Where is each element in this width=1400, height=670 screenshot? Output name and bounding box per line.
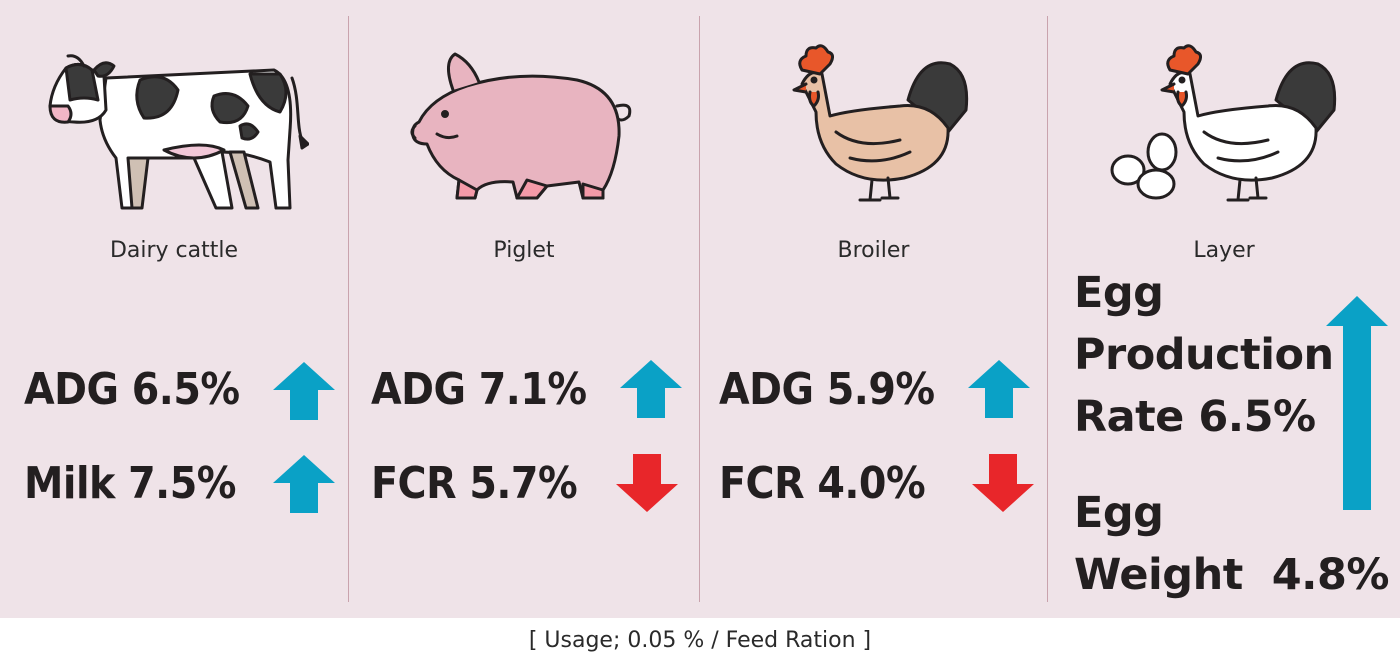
tall-up-arrow-icon xyxy=(1326,296,1388,514)
column-piglet: Piglet ADG 7.1% FCR 5.7% xyxy=(349,0,699,618)
metric-text: FCR 4.0% xyxy=(719,458,926,509)
layer-hen-with-eggs-icon xyxy=(1106,40,1346,220)
column-divider xyxy=(699,16,700,602)
metric-text: ADG 7.1% xyxy=(371,364,587,415)
column-layer: Layer xyxy=(1048,0,1400,618)
down-arrow-icon xyxy=(972,454,1034,516)
metric-line: Egg xyxy=(1074,488,1164,538)
metric-text: ADG 6.5% xyxy=(24,364,240,415)
metric-line: Egg xyxy=(1074,268,1164,318)
pig-icon xyxy=(407,40,647,220)
column-divider xyxy=(1047,16,1048,602)
column-label: Dairy cattle xyxy=(109,238,239,263)
dairy-cow-icon xyxy=(44,40,309,220)
column-label: Broiler xyxy=(837,238,910,263)
up-arrow-icon xyxy=(273,455,335,517)
column-broiler: Broiler ADG 5.9% FCR 4.0% xyxy=(700,0,1047,618)
metric-line: Production xyxy=(1074,330,1334,380)
infographic-panel: Dairy cattle ADG 6.5% Milk 7.5% xyxy=(0,0,1400,618)
column-label: Piglet xyxy=(493,238,555,263)
column-dairy-cattle: Dairy cattle ADG 6.5% Milk 7.5% xyxy=(0,0,348,618)
metric-text: ADG 5.9% xyxy=(719,364,935,415)
metric-line: Weight 4.8% xyxy=(1074,550,1389,600)
layer-egg-production-metric: Egg Production Rate 6.5% xyxy=(1074,262,1334,448)
up-arrow-icon xyxy=(968,360,1030,422)
metric-text: Milk 7.5% xyxy=(24,458,236,509)
column-label: Layer xyxy=(1193,238,1255,263)
down-arrow-icon xyxy=(616,454,678,516)
column-divider xyxy=(348,16,349,602)
usage-footnote: [ Usage; 0.05 % / Feed Ration ] xyxy=(528,628,872,653)
metric-text: FCR 5.7% xyxy=(371,458,578,509)
up-arrow-icon xyxy=(273,362,335,424)
up-arrow-icon xyxy=(620,360,682,422)
metric-line: Rate 6.5% xyxy=(1074,392,1316,442)
broiler-chicken-icon xyxy=(780,40,980,220)
layer-egg-weight-metric: Egg Weight 4.8% xyxy=(1074,482,1389,606)
